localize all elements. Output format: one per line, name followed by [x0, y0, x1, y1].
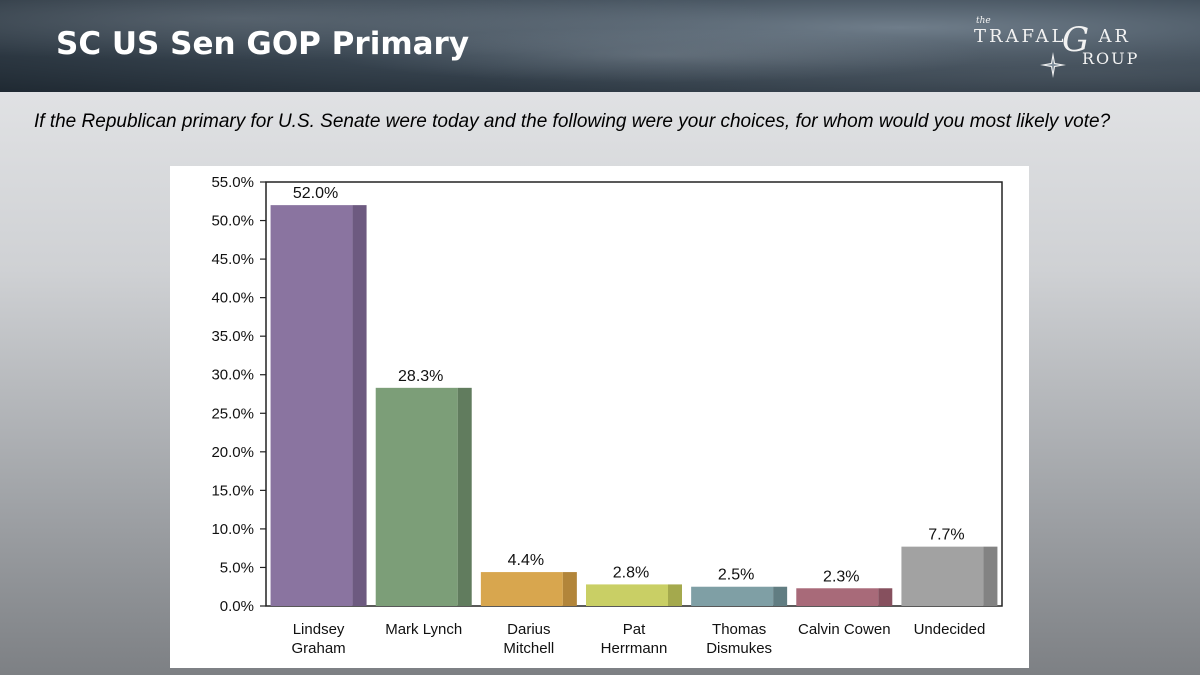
bar-side: [773, 586, 788, 606]
x-category-label: Mark Lynch: [385, 621, 462, 638]
header-banner: SC US Sen GOP Primary the TRAFAL AR G ROU…: [0, 0, 1200, 92]
x-category-label: Darius Mitchell: [503, 621, 554, 657]
x-category-label-line: Lindsey: [293, 621, 345, 638]
trafalgar-logo: the TRAFAL AR G ROUP: [970, 16, 1150, 78]
y-tick-label: 30.0%: [211, 367, 254, 384]
logo-g-letter: G: [1062, 20, 1090, 60]
y-tick-label: 45.0%: [211, 251, 254, 268]
x-category-label-line: Graham: [291, 640, 345, 657]
logo-roup-text: ROUP: [1082, 49, 1140, 68]
bar-value-label: 28.3%: [398, 368, 443, 385]
y-tick-label: 20.0%: [211, 444, 254, 461]
x-category-label-line: Dismukes: [706, 640, 772, 657]
bar-value-label: 2.3%: [823, 568, 859, 585]
bar-side: [878, 588, 893, 606]
bar-value-label: 4.4%: [508, 552, 544, 569]
x-category-label-line: Thomas: [712, 621, 766, 638]
chart-panel: 0.0% 5.0% 10.0% 15.0% 20.0% 25.0% 30.0% 35.0% 40…: [170, 166, 1029, 668]
y-tick-label: 0.0%: [220, 598, 254, 615]
x-category-label: Calvin Cowen: [798, 621, 891, 638]
bar-side: [352, 205, 367, 607]
bar-side: [562, 572, 577, 606]
survey-question: If the Republican primary for U.S. Senat…: [34, 111, 1111, 132]
x-category-label: Undecided: [914, 621, 986, 638]
y-tick-label: 10.0%: [211, 521, 254, 538]
logo-trafal-text: TRAFAL AR: [974, 26, 1131, 47]
x-category-label-line: Undecided: [914, 621, 986, 638]
bar-value-label: 7.7%: [928, 527, 964, 544]
y-tick-label: 15.0%: [211, 482, 254, 499]
logo-the-text: the: [976, 16, 991, 26]
bar: [901, 546, 984, 606]
bar-value-label: 2.8%: [613, 564, 649, 581]
bar-side: [983, 546, 998, 606]
y-tick-label: 40.0%: [211, 290, 254, 307]
bar: [796, 588, 879, 606]
y-tick-label: 25.0%: [211, 405, 254, 422]
slide-title: SC US Sen GOP Primary: [56, 26, 470, 62]
x-category-label: Pat Herrmann: [601, 621, 668, 657]
x-category-label-line: Mitchell: [503, 640, 554, 657]
bar-value-label: 52.0%: [293, 185, 338, 202]
y-tick-label: 35.0%: [211, 328, 254, 345]
x-category-label-line: Calvin Cowen: [798, 621, 891, 638]
y-tick-label: 5.0%: [220, 559, 254, 576]
bar: [375, 387, 458, 606]
y-tick-label: 50.0%: [211, 213, 254, 230]
x-category-label-line: Pat: [623, 621, 646, 638]
bar: [480, 572, 563, 606]
bar-value-label: 2.5%: [718, 567, 754, 584]
x-category-label-line: Mark Lynch: [385, 621, 462, 638]
bar: [270, 205, 353, 607]
bar-side: [457, 387, 472, 606]
compass-star-icon: [1040, 52, 1066, 78]
x-category-label-line: Darius: [507, 621, 550, 638]
bar: [586, 584, 668, 606]
bar: [691, 586, 774, 606]
bar-side: [668, 584, 682, 606]
logo-ar-part: AR: [1098, 26, 1131, 47]
x-category-label-line: Herrmann: [601, 640, 668, 657]
x-category-label: Lindsey Graham: [291, 621, 345, 657]
logo-trafal-part: TRAFAL: [974, 26, 1067, 47]
x-category-label: Thomas Dismukes: [706, 621, 772, 657]
y-tick-label: 55.0%: [211, 174, 254, 191]
bar-chart: 0.0% 5.0% 10.0% 15.0% 20.0% 25.0% 30.0% 35.0% 40…: [211, 174, 1003, 657]
